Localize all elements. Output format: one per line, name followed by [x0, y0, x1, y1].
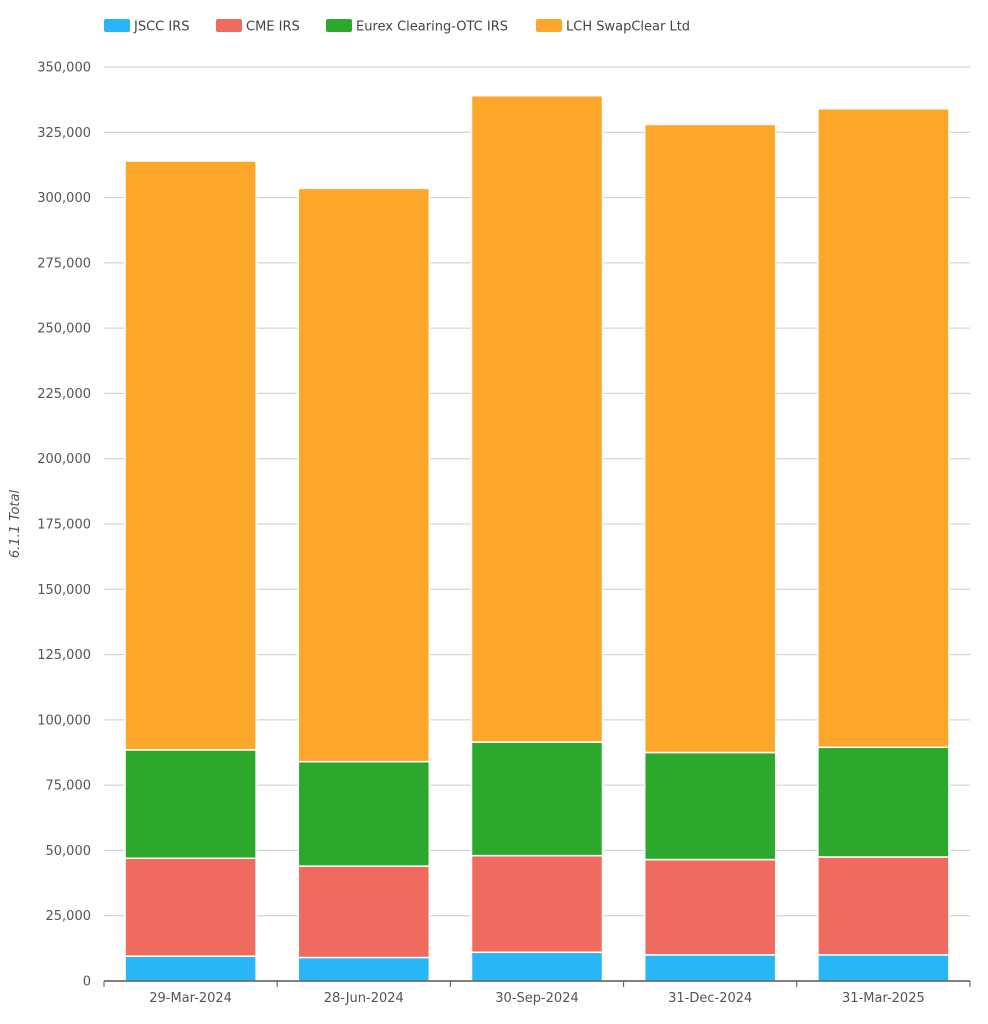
- bar-segment[interactable]: [470, 951, 604, 982]
- legend-item[interactable]: LCH SwapClear Ltd: [536, 19, 690, 35]
- x-tick-label: 31-Dec-2024: [668, 991, 752, 1006]
- x-tick-label: 31-Mar-2025: [842, 991, 925, 1006]
- bars: [124, 94, 950, 982]
- y-tick-label: 325,000: [37, 126, 91, 141]
- legend-swatch: [326, 19, 352, 32]
- legend-swatch: [536, 19, 562, 32]
- bar-segment[interactable]: [297, 760, 431, 867]
- x-tick-label: 28-Jun-2024: [324, 991, 404, 1006]
- bar-segment[interactable]: [297, 956, 431, 982]
- x-tick-label: 29-Mar-2024: [149, 991, 232, 1006]
- bar-segment[interactable]: [297, 187, 431, 763]
- y-tick-label: 250,000: [37, 322, 91, 337]
- y-tick-label: 225,000: [37, 387, 91, 402]
- bar-segment[interactable]: [124, 160, 257, 751]
- bar-segment[interactable]: [124, 749, 257, 860]
- legend-label: LCH SwapClear Ltd: [566, 20, 690, 35]
- legend-swatch: [104, 19, 130, 32]
- legend-label: Eurex Clearing-OTC IRS: [356, 20, 508, 35]
- y-tick-label: 350,000: [37, 61, 91, 76]
- bar-segment[interactable]: [124, 955, 257, 982]
- legend: JSCC IRS CME IRS Eurex Clearing-OTC IRS LCH…: [104, 19, 690, 35]
- bar-segment[interactable]: [643, 751, 777, 861]
- y-tick-label: 175,000: [37, 518, 91, 533]
- y-tick-label: 50,000: [46, 844, 92, 859]
- y-axis-title: 6.1.1 Total: [8, 490, 23, 559]
- y-tick-label: 150,000: [37, 583, 91, 598]
- legend-item[interactable]: JSCC IRS: [104, 19, 190, 35]
- y-tick-label: 75,000: [46, 779, 92, 794]
- legend-item[interactable]: Eurex Clearing-OTC IRS: [326, 19, 508, 35]
- y-tick-label: 25,000: [46, 909, 92, 924]
- legend-item[interactable]: CME IRS: [216, 19, 300, 35]
- bar-segment[interactable]: [817, 746, 950, 858]
- bar-segment[interactable]: [817, 856, 950, 956]
- y-tick-label: 125,000: [37, 648, 91, 663]
- bar-segment[interactable]: [643, 954, 777, 982]
- bar-segment[interactable]: [643, 123, 777, 754]
- y-tick-label: 0: [83, 975, 91, 990]
- bar-segment[interactable]: [470, 741, 604, 857]
- legend-swatch: [216, 19, 242, 32]
- bar-segment[interactable]: [817, 954, 950, 982]
- bar-segment[interactable]: [643, 858, 777, 956]
- bar-segment[interactable]: [297, 865, 431, 959]
- x-axis-ticks: 29-Mar-2024 28-Jun-2024 30-Sep-2024 31-Dec-…: [103, 981, 971, 1006]
- bar-segment[interactable]: [817, 108, 950, 749]
- y-tick-label: 275,000: [37, 256, 91, 271]
- y-tick-label: 200,000: [37, 452, 91, 467]
- legend-label: CME IRS: [246, 20, 300, 35]
- y-axis-ticks: 0 25,000 50,000 75,000 100,000 125,000 150,000…: [37, 61, 91, 990]
- bar-segment[interactable]: [470, 854, 604, 954]
- x-tick-label: 30-Sep-2024: [495, 991, 579, 1006]
- legend-label: JSCC IRS: [133, 20, 190, 35]
- bar-segment[interactable]: [124, 857, 257, 957]
- bar-segment[interactable]: [470, 94, 604, 743]
- y-tick-label: 100,000: [37, 713, 91, 728]
- y-tick-label: 300,000: [37, 191, 91, 206]
